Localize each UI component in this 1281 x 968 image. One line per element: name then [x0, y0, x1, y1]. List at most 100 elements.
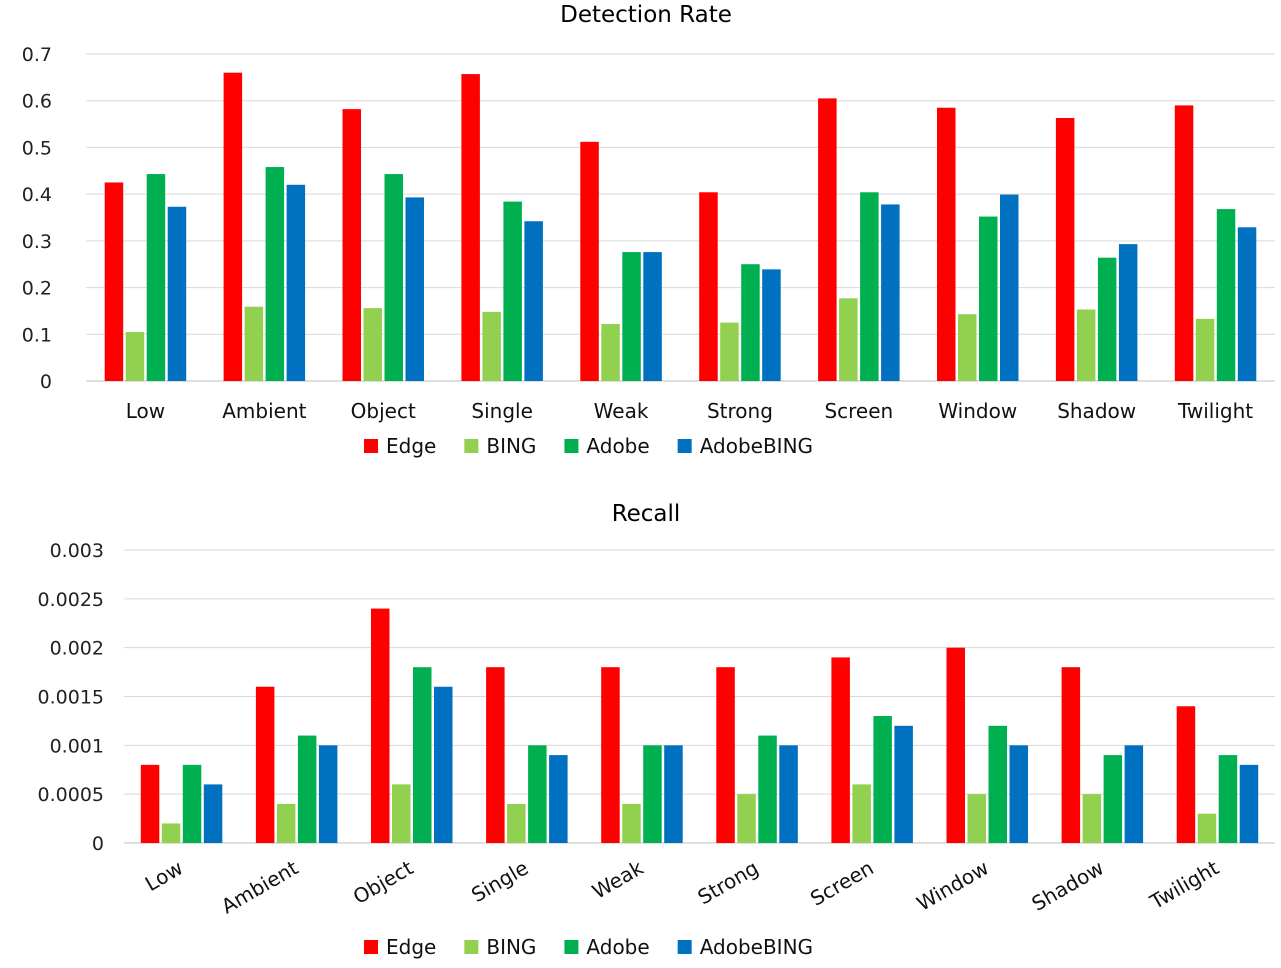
bar-adobe-weak	[643, 745, 662, 843]
y-tick-label: 0.4	[22, 184, 52, 206]
bar-bing-screen	[839, 298, 858, 381]
legend: Edge BING Adobe AdobeBING	[364, 434, 813, 458]
bar-adobe-weak	[622, 252, 641, 381]
category-label: Weak	[588, 855, 648, 903]
bar-adobebing-ambient	[318, 745, 338, 843]
y-tick-label: 0.001	[50, 735, 104, 757]
bar-adobe-ambient	[265, 167, 285, 381]
bar-edge-twilight	[1176, 706, 1196, 843]
bar-edge-twilight	[1174, 105, 1194, 381]
bar-adobe-single	[528, 745, 547, 843]
bar-adobebing-single	[524, 221, 543, 381]
bar-adobe-strong	[741, 264, 760, 381]
y-tick-label: 0.003	[50, 540, 104, 562]
bar-adobe-twilight	[1218, 755, 1238, 843]
bar-adobe-shadow	[1103, 755, 1123, 843]
bar-edge-object	[371, 608, 390, 843]
bar-adobebing-single	[549, 755, 568, 843]
bar-edge-window	[946, 647, 965, 843]
bar-edge-strong	[716, 667, 735, 843]
y-tick-label: 0.3	[22, 231, 52, 253]
category-label: Single	[467, 856, 532, 908]
bar-adobebing-ambient	[286, 184, 306, 381]
y-tick-label: 0.002	[50, 638, 104, 660]
bar-bing-weak	[622, 803, 641, 843]
category-label: Object	[351, 399, 416, 423]
bar-edge-shadow	[1055, 117, 1075, 382]
bar-adobebing-weak	[664, 745, 683, 843]
bar-adobebing-low	[203, 784, 223, 843]
bar-bing-single	[482, 311, 501, 381]
y-tick-label: 0.0025	[38, 589, 104, 611]
bar-adobebing-window	[1000, 194, 1019, 381]
bar-bing-twilight	[1197, 813, 1217, 843]
bar-adobe-shadow	[1097, 257, 1117, 381]
bar-edge-screen	[818, 98, 837, 381]
y-tick-label: 0	[92, 833, 104, 855]
category-label: Strong	[707, 399, 773, 423]
y-tick-label: 0.0015	[38, 687, 104, 709]
legend-swatch	[464, 940, 479, 954]
bar-bing-ambient	[276, 803, 296, 843]
bar-adobebing-shadow	[1124, 745, 1144, 843]
category-label: Low	[141, 856, 187, 896]
category-label: Ambient	[217, 855, 302, 918]
y-tick-label: 0.5	[22, 137, 52, 159]
category-label: Single	[471, 399, 532, 423]
bar-bing-shadow	[1082, 794, 1102, 843]
legend-label: AdobeBING	[700, 935, 813, 959]
bar-adobe-screen	[873, 716, 892, 843]
legend-swatch	[564, 439, 579, 453]
bar-bing-shadow	[1076, 309, 1096, 381]
category-label: Shadow	[1057, 399, 1136, 423]
legend-swatch	[364, 439, 378, 453]
bar-bing-single	[507, 803, 526, 843]
bar-bing-screen	[852, 784, 871, 843]
category-label: Weak	[594, 399, 649, 423]
bar-adobebing-twilight	[1237, 227, 1257, 381]
bar-adobe-window	[979, 216, 998, 381]
category-label: Twilight	[1177, 399, 1253, 423]
bar-adobe-ambient	[297, 735, 317, 843]
category-label: Twilight	[1145, 855, 1223, 914]
bar-adobe-low	[182, 764, 202, 843]
bar-bing-window	[958, 314, 977, 381]
bar-edge-object	[342, 109, 361, 381]
bar-adobebing-weak	[643, 252, 662, 381]
bar-bing-weak	[601, 324, 620, 381]
category-label: Window	[938, 399, 1017, 423]
legend-label: AdobeBING	[700, 434, 813, 458]
category-label: Object	[349, 855, 418, 908]
bar-edge-single	[486, 667, 505, 843]
category-label: Strong	[693, 856, 762, 910]
bar-edge-strong	[699, 192, 718, 381]
bar-bing-twilight	[1195, 318, 1215, 381]
chart-title: Recall	[612, 501, 681, 527]
category-label: Screen	[824, 399, 893, 423]
bar-bing-low	[161, 823, 181, 843]
bar-edge-low	[140, 764, 160, 843]
bar-edge-weak	[601, 667, 620, 843]
bar-bing-ambient	[244, 306, 264, 381]
bar-adobe-low	[146, 174, 166, 381]
bar-edge-ambient	[255, 686, 275, 843]
category-label: Ambient	[222, 399, 306, 423]
bar-edge-single	[461, 74, 480, 381]
bar-adobe-twilight	[1216, 209, 1236, 381]
bar-adobebing-object	[405, 197, 424, 381]
recall-chart: Recall 0 0.0005 0.001 0.0015 0.002 0.0025 0.00…	[38, 501, 1275, 959]
legend-label: Adobe	[586, 935, 649, 959]
bar-adobebing-screen	[894, 725, 913, 843]
bar-bing-object	[363, 308, 382, 381]
detection-rate-chart: Detection Rate 0 0.1 0.2 0.3 0.4 0.5 0.6 0.7 Low…	[22, 2, 1275, 458]
legend-label: BING	[486, 434, 536, 458]
y-tick-label: 0.1	[22, 324, 52, 346]
bar-bing-low	[125, 331, 145, 381]
bar-adobebing-low	[167, 206, 187, 381]
bar-bing-strong	[737, 794, 756, 843]
bar-bing-object	[392, 784, 411, 843]
bar-adobe-strong	[758, 735, 777, 843]
y-tick-label: 0.0005	[38, 784, 104, 806]
legend-swatch	[677, 940, 692, 954]
